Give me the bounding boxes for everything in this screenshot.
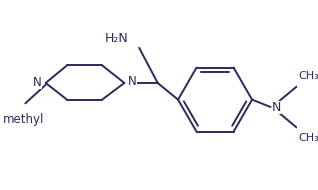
Text: H₂N: H₂N — [104, 32, 128, 45]
Text: N: N — [128, 75, 137, 88]
Text: N: N — [33, 76, 42, 89]
Text: N: N — [272, 101, 281, 114]
Text: methyl: methyl — [3, 113, 44, 126]
Text: CH₃: CH₃ — [298, 133, 318, 143]
Text: CH₃: CH₃ — [298, 71, 318, 81]
